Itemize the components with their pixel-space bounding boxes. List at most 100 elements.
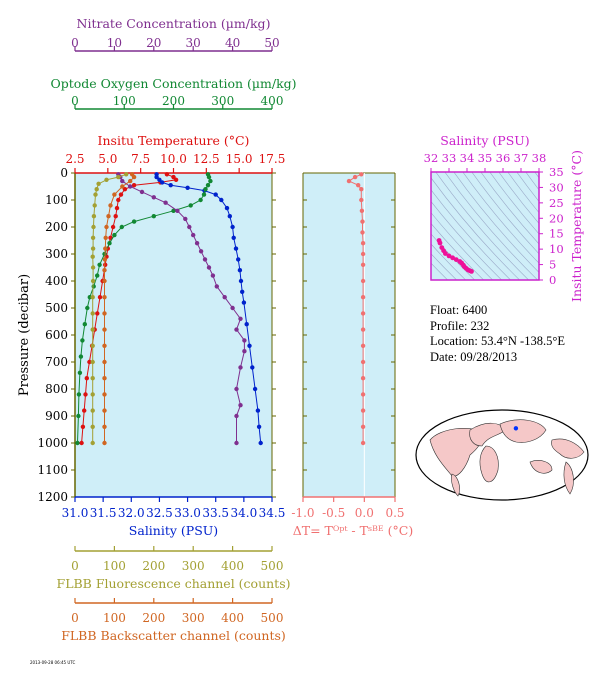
salinity-data-point [247, 343, 252, 348]
density-contour [534, 172, 539, 179]
temperature-data-point [82, 408, 87, 413]
salinity-data-point [250, 365, 255, 370]
ts-x-tick-label: 37 [514, 151, 529, 165]
salinity-profile-line [156, 174, 262, 444]
float-info: Float: 6400 Profile: 232 Location: 53.4°… [430, 303, 565, 365]
nitrate-data-point [206, 265, 212, 270]
nitrate-data-point [234, 440, 239, 446]
fluorescence-data-point [92, 203, 97, 208]
salinity-data-point [252, 386, 258, 392]
delta-t-point [360, 251, 366, 257]
nitrate-data-point [202, 257, 208, 262]
nitrate-tick-label: 20 [146, 36, 161, 50]
backscatter-data-point [112, 192, 117, 197]
backscatter-data-point [102, 424, 107, 429]
pressure-tick-label: 1200 [37, 490, 68, 504]
map-landmass [469, 422, 507, 447]
delta-t-point [360, 392, 366, 397]
temperature-data-point [114, 205, 120, 211]
oxygen-data-point [206, 174, 212, 180]
oxygen-data-point [80, 338, 85, 343]
temperature-data-point [131, 183, 137, 188]
density-contour [431, 222, 485, 280]
backscatter-data-point [108, 203, 113, 208]
oxygen-data-point [131, 219, 137, 224]
temperature-data-point [118, 192, 124, 197]
pressure-tick-label: 900 [45, 409, 68, 423]
delta-t-point [360, 408, 366, 413]
footer-stamp: 2013-09-28 06:45 UTC [30, 660, 76, 665]
map-landmass [551, 438, 585, 459]
fluorescence-tick-label: 300 [182, 559, 205, 573]
fluorescence-tick-label: 200 [142, 559, 165, 573]
density-contour [489, 172, 539, 235]
backscatter-data-point [102, 392, 107, 397]
nitrate-data-point [163, 200, 168, 205]
delta-t-point [360, 343, 366, 348]
map-landmass [451, 473, 460, 497]
nitrate-data-point [187, 224, 192, 230]
fluorescence-data-point [104, 177, 109, 182]
delta-t-point [346, 178, 352, 184]
ts-x-tick-label: 32 [424, 151, 439, 165]
backscatter-tick-label: 0 [71, 611, 79, 625]
nitrate-tick-label: 50 [264, 36, 279, 50]
map-landmass [479, 445, 499, 483]
ts-data-point [437, 240, 443, 246]
fluorescence-data-point [90, 440, 95, 446]
backscatter-data-point [102, 440, 107, 446]
fluorescence-data-point [90, 246, 96, 251]
temperature-data-point [79, 440, 84, 446]
temperature-data-point [113, 214, 118, 219]
temperature-axis-title: Insitu Temperature (°C) [98, 133, 250, 148]
oxygen-data-point [82, 322, 88, 327]
oxygen-data-point [95, 273, 100, 278]
nitrate-data-point [238, 365, 243, 370]
salinity-data-point [168, 183, 173, 188]
density-contour [453, 172, 539, 273]
backscatter-data-point [102, 327, 107, 332]
nitrate-data-point [214, 284, 219, 289]
ts-y-tick-label: 25 [549, 196, 564, 210]
backscatter-tick-label: 500 [261, 611, 284, 625]
ts-y-tick-label: 20 [549, 211, 564, 225]
ts-x-tick-label: 36 [496, 151, 511, 165]
salinity-tick-label: 31.5 [90, 506, 117, 520]
delta-t-point [360, 424, 366, 429]
nitrate-data-point [222, 295, 227, 300]
density-contour [431, 177, 521, 280]
pressure-axis-title: Pressure (decibar) [17, 274, 32, 396]
oxygen-data-point [77, 370, 83, 375]
temperature-tick-label: 17.5 [259, 152, 286, 166]
salinity-tick-label: 34.5 [259, 506, 286, 520]
oxygen-tick-label: 200 [162, 94, 185, 108]
delta-t-point [359, 172, 364, 177]
temperature-tick-label: 12.5 [193, 152, 220, 166]
nitrate-data-point [183, 216, 188, 222]
delta-t-point [359, 208, 365, 213]
nitrate-data-point [234, 413, 239, 419]
density-contour [516, 172, 539, 202]
oxygen-tick-label: 0 [71, 94, 79, 108]
backscatter-data-point [120, 184, 125, 189]
fluorescence-tick-label: 500 [261, 559, 284, 573]
oxygen-tick-label: 400 [261, 94, 284, 108]
nitrate-data-point [242, 349, 247, 354]
map-landmass [563, 461, 574, 495]
salinity-data-point [233, 246, 239, 251]
nitrate-data-point [210, 273, 216, 278]
salinity-data-point [240, 289, 245, 294]
oxygen-data-point [107, 241, 112, 246]
nitrate-data-point [238, 403, 243, 408]
fluorescence-tick-label: 0 [71, 559, 79, 573]
ts-y-tick-label: 30 [549, 180, 564, 194]
delta-t-point [359, 197, 364, 203]
nitrate-data-point [234, 386, 239, 392]
fluorescence-data-point [90, 359, 95, 365]
salinity-data-point [238, 278, 244, 284]
pressure-tick-label: 0 [60, 166, 68, 180]
backscatter-data-point [102, 278, 107, 284]
pressure-tick-label: 1100 [37, 463, 68, 477]
backscatter-data-point [104, 224, 109, 230]
density-contour [507, 172, 539, 214]
